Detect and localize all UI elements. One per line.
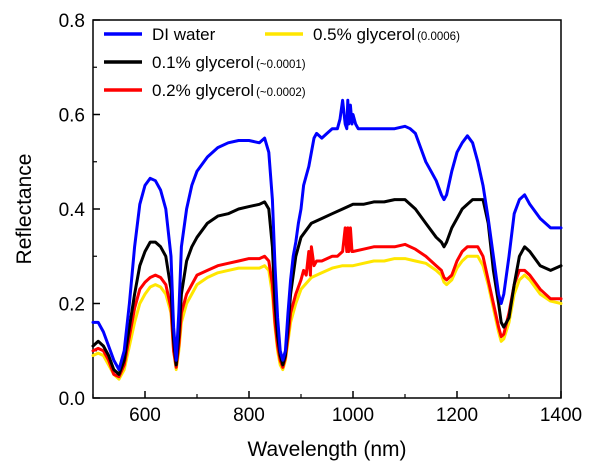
series-line (91, 98, 563, 372)
x-tick-label: 800 (233, 405, 265, 426)
y-tick-label: 0.8 (59, 11, 85, 32)
legend-note: (0.0006) (417, 31, 460, 43)
x-tick-label: 1200 (436, 405, 478, 426)
y-tick-label: 0.2 (59, 295, 85, 316)
series-line (91, 254, 563, 381)
legend-note: (~0.0001) (256, 59, 306, 71)
legend-label: 0.2% glycerol (~0.0002) (152, 81, 306, 100)
x-tick-label: 1400 (540, 405, 582, 426)
legend-label: 0.5% glycerol (0.0006) (313, 25, 460, 44)
x-tick-label: 600 (129, 405, 161, 426)
legend-label: 0.1% glycerol (~0.0001) (152, 53, 306, 72)
x-axis-title: Wavelength (nm) (247, 438, 406, 461)
x-tick-label: 1000 (332, 405, 374, 426)
legend-label: DI water (152, 25, 216, 44)
y-tick-label: 0.0 (59, 389, 85, 410)
y-tick-label: 0.4 (59, 200, 86, 221)
legend-note: (~0.0002) (256, 87, 306, 99)
y-axis-title: Reflectance (13, 154, 36, 265)
plot-frame (92, 19, 562, 399)
y-tick-label: 0.6 (59, 106, 85, 127)
